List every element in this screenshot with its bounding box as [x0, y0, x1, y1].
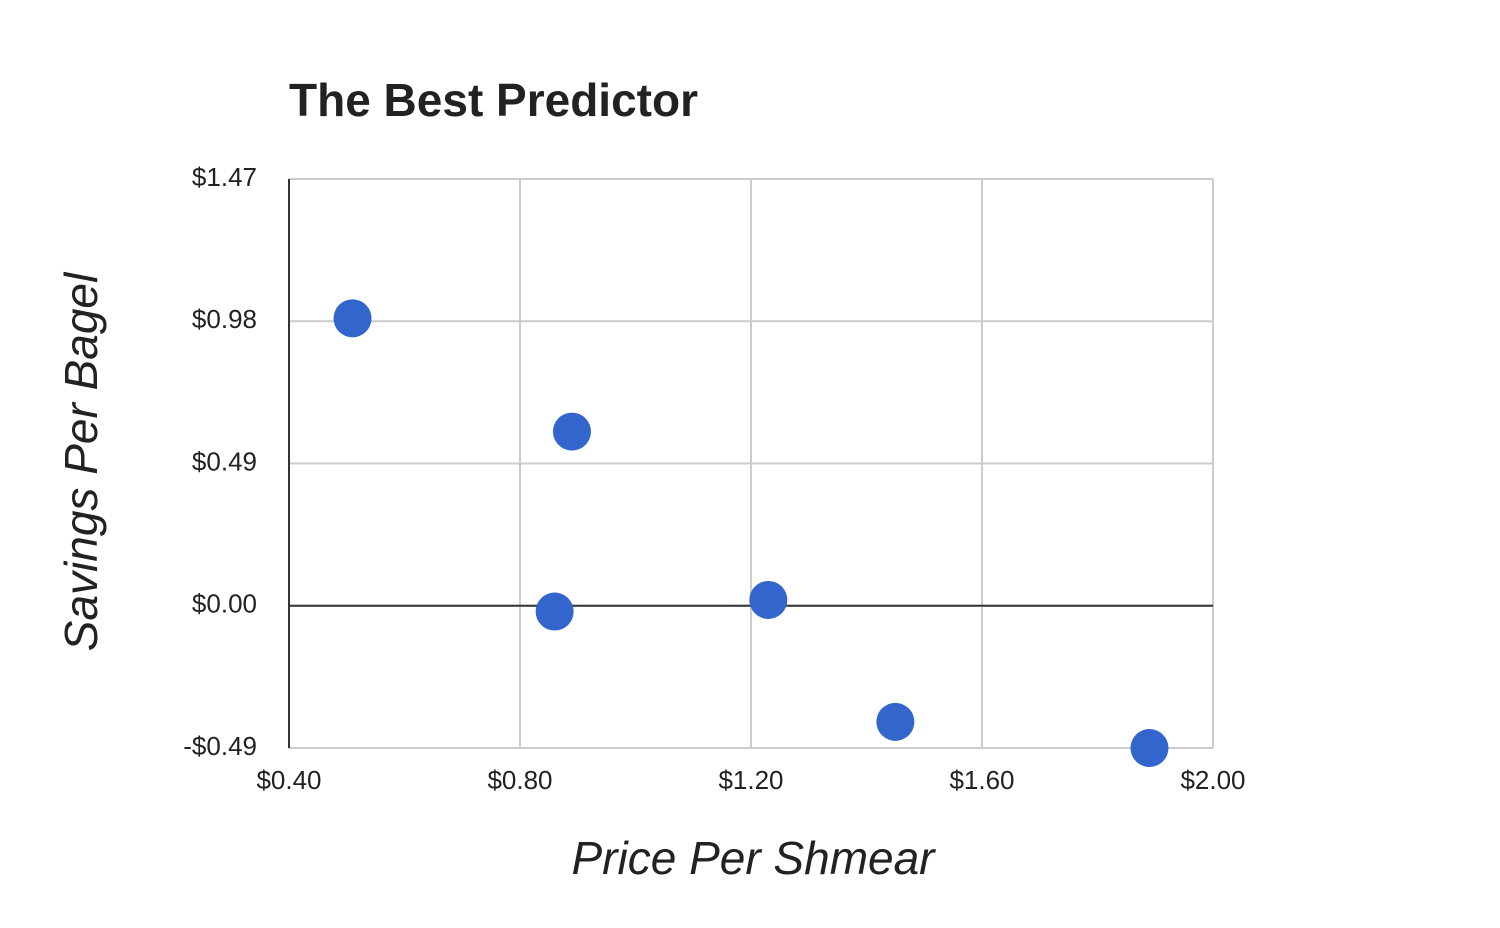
y-tick-label: $0.98: [192, 304, 257, 334]
point: [876, 702, 915, 741]
y-tick-label: $0.49: [192, 446, 257, 476]
y-tick-label: $1.47: [192, 162, 257, 192]
x-axis-label: Price Per Shmear: [571, 832, 936, 884]
x-tick-label: $0.40: [256, 765, 321, 795]
x-tick-label: $1.60: [949, 765, 1014, 795]
point: [552, 412, 591, 451]
x-tick-label: $2.00: [1180, 765, 1245, 795]
point: [535, 592, 574, 631]
point: [1130, 729, 1169, 767]
x-tick-label: $0.80: [487, 765, 552, 795]
chart-title: The Best Predictor: [289, 74, 698, 126]
point: [333, 299, 372, 338]
x-tick-label: $1.20: [718, 765, 783, 795]
y-axis-label: Savings Per Bagel: [55, 271, 107, 651]
y-tick-label: -$0.49: [183, 731, 257, 761]
y-tick-label: $0.00: [192, 589, 257, 619]
point: [749, 580, 788, 619]
